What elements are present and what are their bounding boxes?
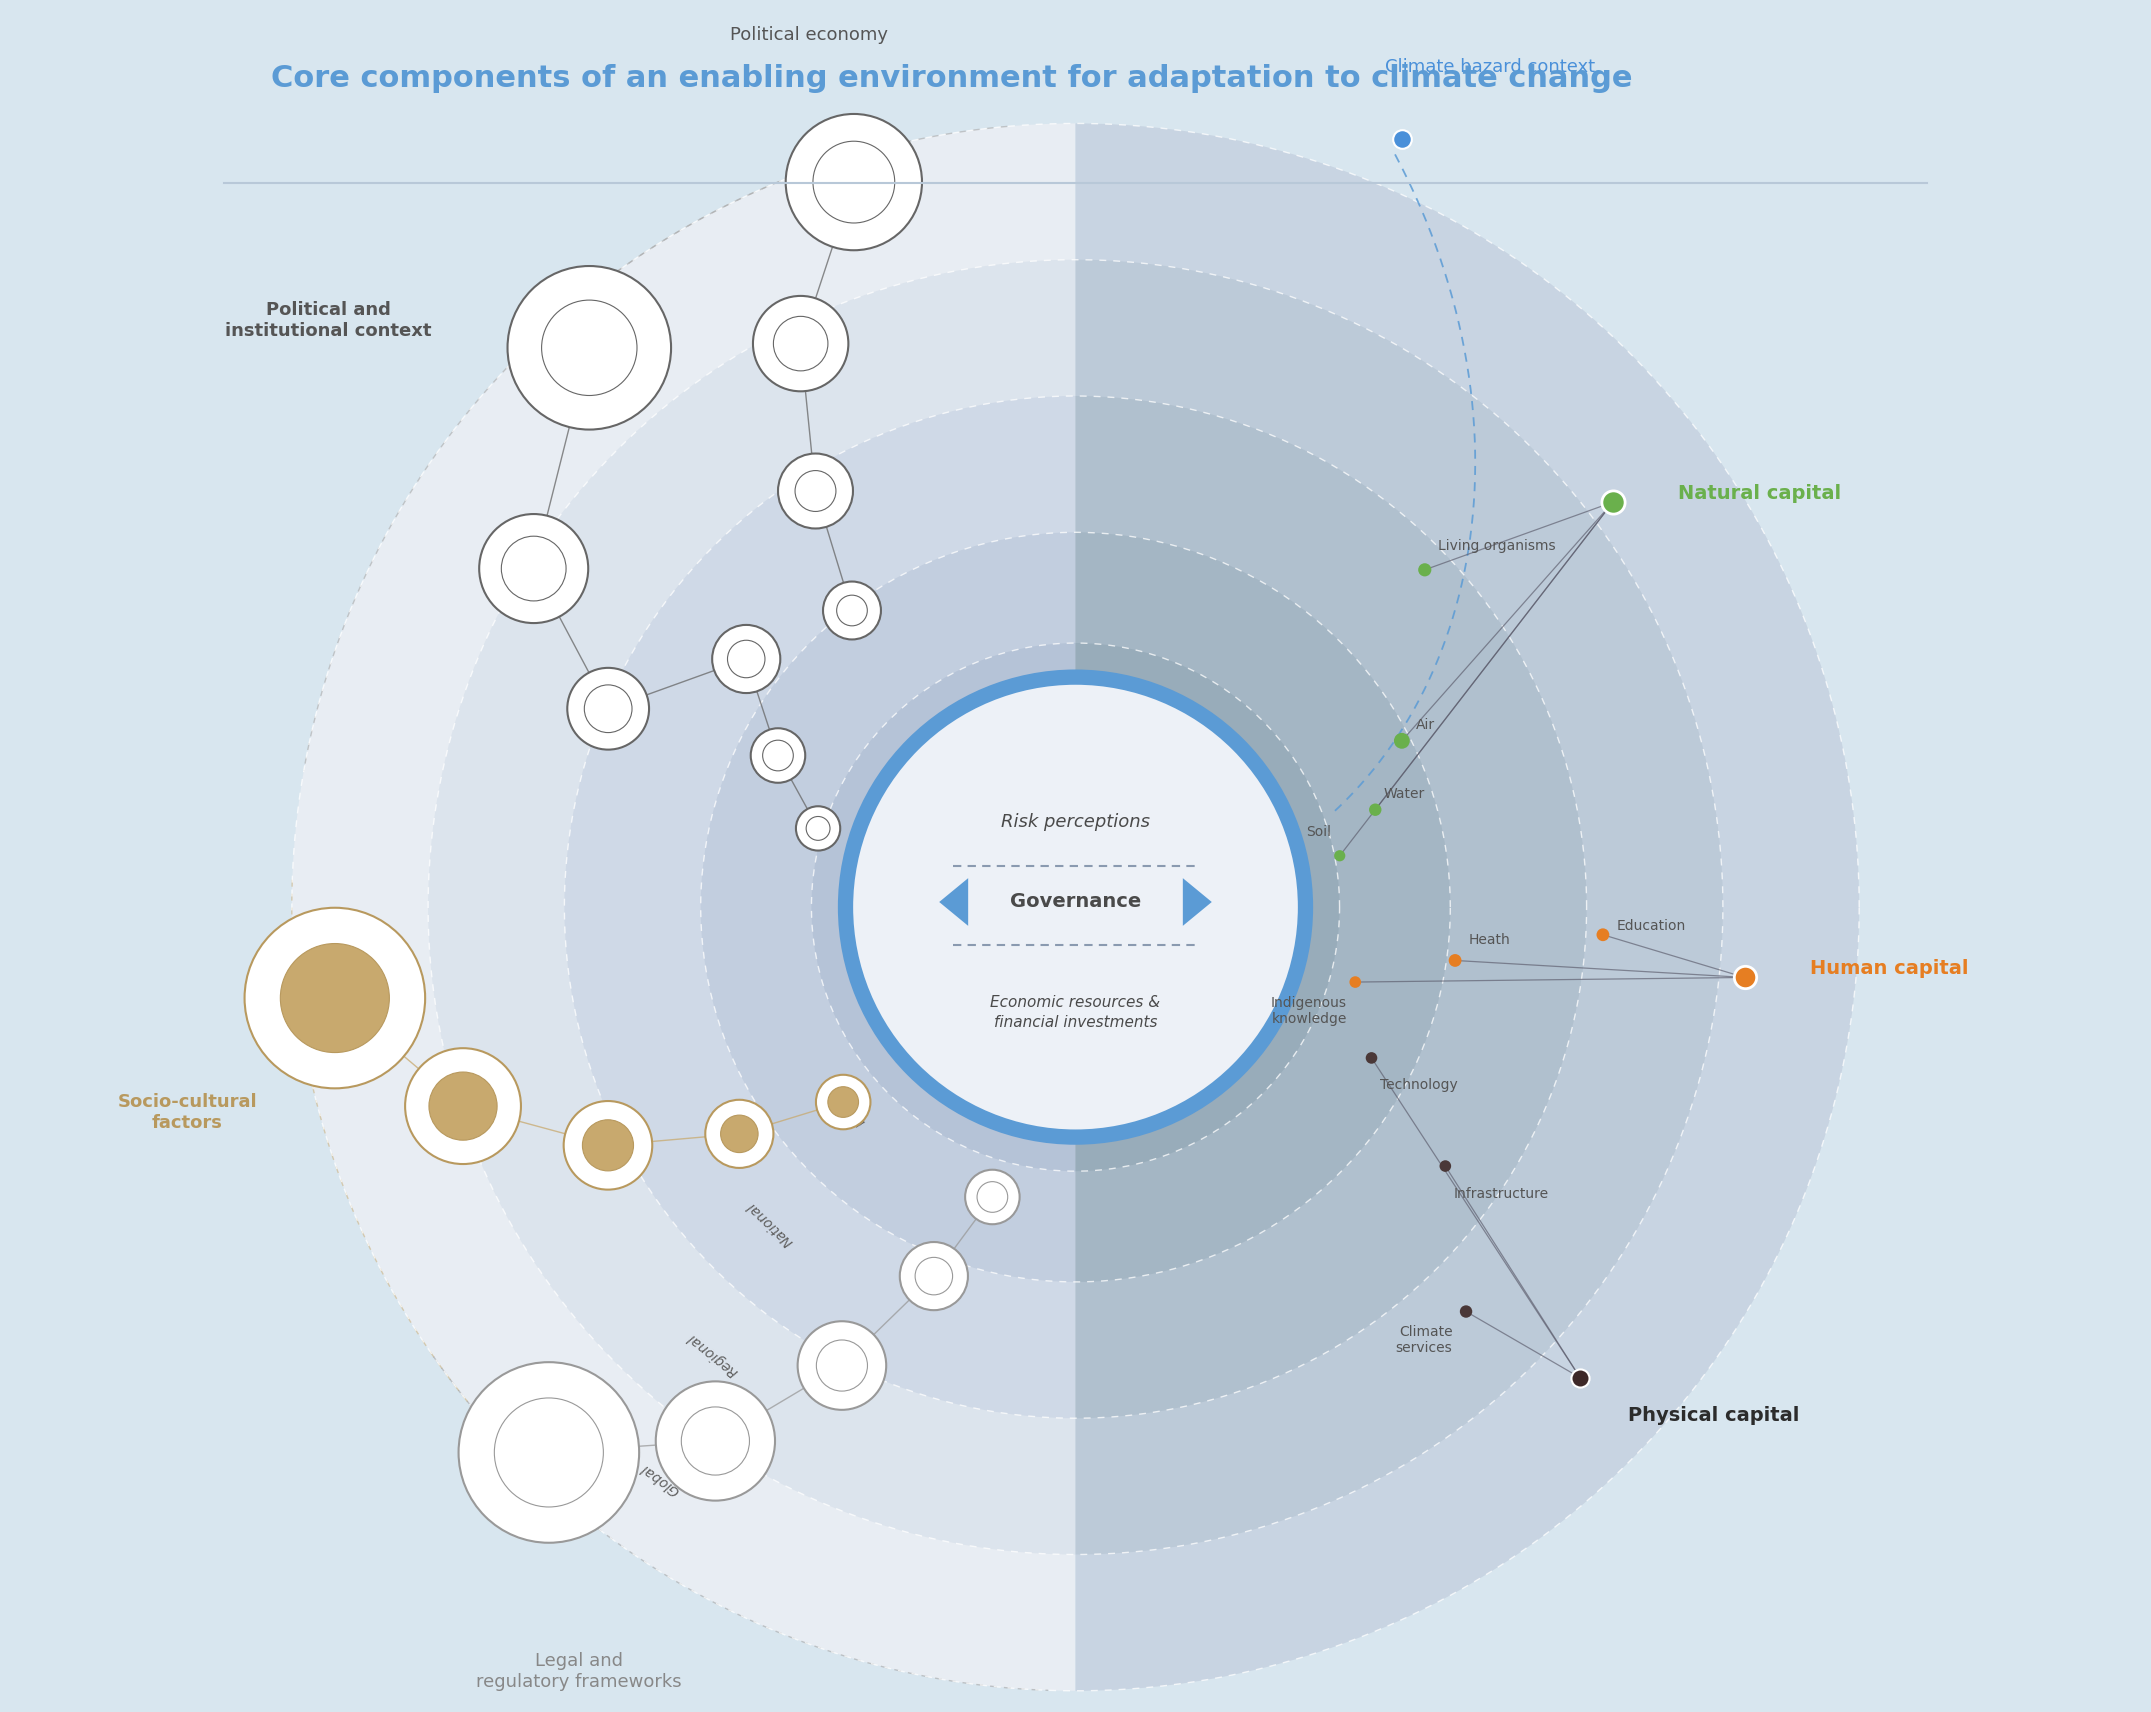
Point [1338,969,1372,996]
Circle shape [796,806,841,851]
Text: Economic resources &
financial investments: Economic resources & financial investmen… [989,995,1162,1031]
Circle shape [564,1101,652,1190]
Circle shape [966,1169,1020,1224]
Wedge shape [701,532,1076,1282]
Circle shape [751,728,804,782]
Circle shape [245,907,426,1089]
Circle shape [542,300,637,395]
Point [1385,125,1420,152]
Text: Core components of an enabling environment for adaptation to climate change: Core components of an enabling environme… [271,63,1633,92]
Circle shape [508,265,671,430]
Circle shape [585,685,632,733]
Circle shape [764,740,794,770]
Circle shape [824,582,882,640]
Text: Risk perceptions: Risk perceptions [1000,813,1151,830]
Text: Governance: Governance [1009,892,1142,911]
Text: Regional: Regional [686,1330,740,1380]
Text: Education: Education [1618,919,1686,933]
Point [1727,964,1762,991]
Text: Technology: Technology [1381,1079,1458,1092]
Point [1437,947,1471,974]
Circle shape [501,536,566,601]
Circle shape [721,1115,757,1152]
Point [1355,1044,1390,1072]
Circle shape [977,1181,1007,1212]
Wedge shape [1076,532,1450,1282]
Circle shape [753,296,847,392]
Text: Political and
institutional context: Political and institutional context [226,301,432,341]
Circle shape [583,1120,635,1171]
Text: National: National [744,1198,796,1248]
Circle shape [480,514,587,623]
Wedge shape [811,644,1076,1171]
Text: Water: Water [1383,788,1424,801]
Text: Socio-cultural
factors: Socio-cultural factors [118,1092,258,1132]
Circle shape [404,1048,521,1164]
Circle shape [815,1075,871,1130]
Polygon shape [940,878,968,926]
Text: Soil: Soil [1306,825,1331,839]
Circle shape [682,1407,749,1476]
Circle shape [727,640,766,678]
Wedge shape [564,395,1076,1418]
Text: Heath: Heath [1469,933,1510,947]
Text: Physical capital: Physical capital [1628,1406,1798,1424]
Circle shape [779,454,854,529]
Circle shape [899,1241,968,1310]
Text: Legal and
regulatory frameworks: Legal and regulatory frameworks [475,1652,682,1691]
Point [1450,1298,1484,1325]
Wedge shape [1076,123,1858,1691]
Text: Political economy: Political economy [729,26,888,45]
Circle shape [458,1363,639,1543]
Circle shape [828,1087,858,1118]
Text: Infrastructure: Infrastructure [1454,1186,1549,1200]
Wedge shape [1076,736,1245,1077]
Circle shape [568,668,650,750]
Circle shape [774,317,828,372]
Circle shape [837,596,867,627]
Circle shape [845,678,1306,1137]
Point [1564,1364,1598,1392]
Circle shape [706,1099,774,1168]
Point [1428,1152,1463,1180]
Circle shape [656,1382,774,1501]
Point [1407,556,1441,584]
Circle shape [796,471,837,512]
Text: Indigenous
knowledge: Indigenous knowledge [1271,996,1347,1025]
Text: Air: Air [1415,719,1435,733]
Text: Local: Local [832,1092,867,1128]
Point [1385,728,1420,755]
Circle shape [712,625,781,693]
Circle shape [428,1072,497,1140]
Point [1585,921,1620,948]
Text: Natural capital: Natural capital [1678,484,1841,503]
Wedge shape [428,260,1076,1554]
Circle shape [813,140,895,223]
Circle shape [914,1257,953,1294]
Wedge shape [293,123,1076,1691]
Wedge shape [906,736,1076,1077]
Wedge shape [1076,644,1340,1171]
Text: Human capital: Human capital [1809,959,1968,979]
Text: Global: Global [639,1460,682,1498]
Circle shape [807,817,830,841]
Circle shape [495,1399,604,1507]
Circle shape [280,943,389,1053]
Text: Climate
services: Climate services [1396,1325,1452,1356]
Point [1357,796,1392,823]
Wedge shape [1076,395,1587,1418]
Wedge shape [1076,260,1723,1554]
Text: Climate hazard context: Climate hazard context [1385,58,1594,75]
Text: Living organisms: Living organisms [1439,539,1555,553]
Circle shape [798,1322,886,1411]
Circle shape [785,115,923,250]
Point [1596,488,1630,515]
Polygon shape [1183,878,1211,926]
Circle shape [817,1340,867,1392]
Point [1323,842,1357,870]
